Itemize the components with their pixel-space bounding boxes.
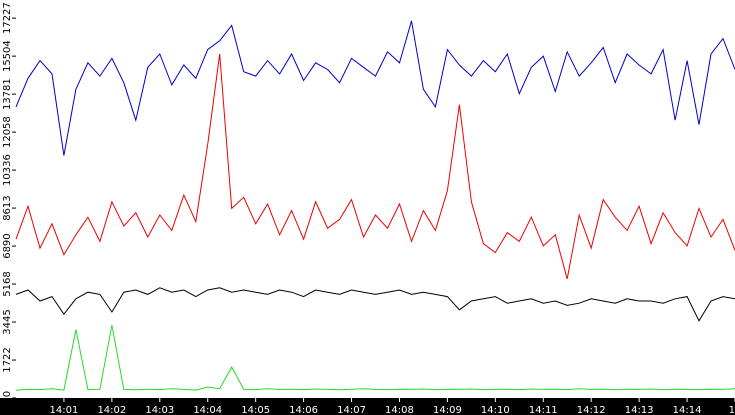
y-tick-label: 0 (2, 391, 13, 397)
x-tick-label: 14:05 (241, 405, 270, 415)
x-tick-label: 14:13 (625, 405, 654, 415)
x-tick-label: 14:07 (337, 405, 366, 415)
y-tick-label: 8613 (2, 195, 13, 220)
x-tick-label: 14 (729, 405, 735, 415)
x-tick-label: 14:14 (673, 405, 702, 415)
y-tick-label: 6890 (2, 233, 13, 258)
x-tick-label: 14:02 (97, 405, 126, 415)
y-tick-label: 5168 (2, 271, 13, 296)
x-tick-label: 14:06 (289, 405, 318, 415)
y-tick-label: 17227 (2, 2, 13, 34)
x-tick-label: 14:01 (50, 405, 79, 415)
y-tick-label: 1722 (2, 347, 13, 372)
y-tick-label: 13781 (2, 78, 13, 110)
series-line (15, 287, 735, 322)
series-line (15, 325, 735, 391)
y-tick-label: 3445 (2, 309, 13, 334)
x-tick-label: 14:08 (385, 405, 414, 415)
series-line (15, 53, 735, 280)
x-tick-label: 14:11 (529, 405, 558, 415)
y-tick-label: 10336 (2, 154, 13, 186)
x-axis-bar (0, 398, 735, 415)
series-line (15, 20, 735, 156)
y-tick-label: 15504 (2, 40, 13, 72)
x-tick-label: 14:12 (577, 405, 606, 415)
x-tick-label: 14:09 (433, 405, 462, 415)
y-tick-label: 12058 (2, 116, 13, 148)
x-tick-label: 14:10 (481, 405, 510, 415)
x-tick-label: 14:04 (193, 405, 222, 415)
x-tick-label: 14:03 (145, 405, 174, 415)
